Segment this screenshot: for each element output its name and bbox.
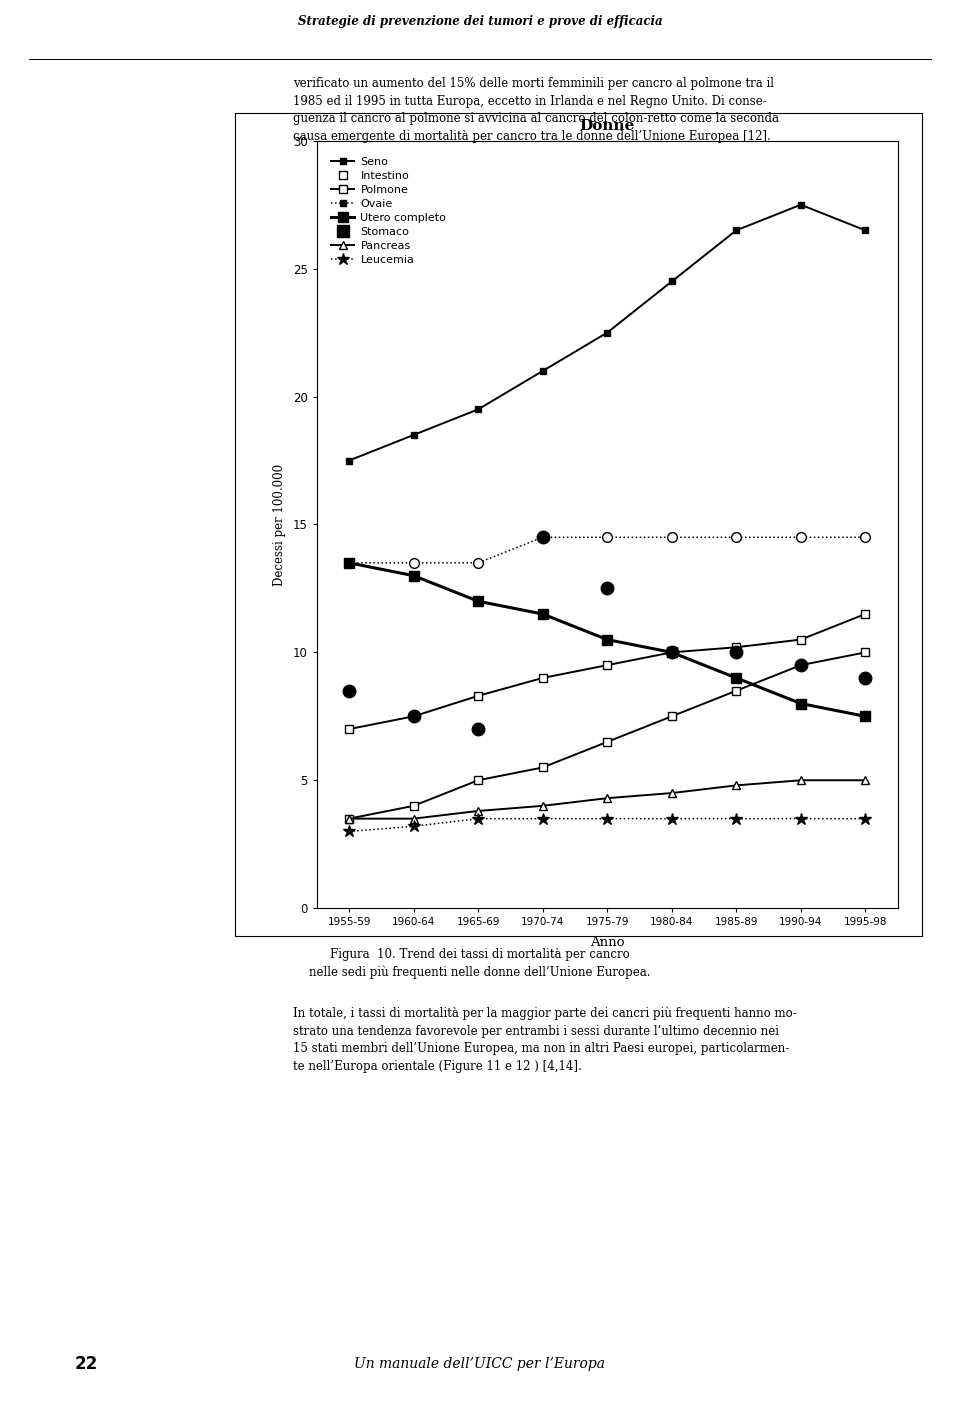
- Legend: Seno, Intestino, Polmone, Ovaie, Utero completo, Stomaco, Pancreas, Leucemia: Seno, Intestino, Polmone, Ovaie, Utero c…: [328, 153, 449, 268]
- Text: In totale, i tassi di mortalità per la maggior parte dei cancri più frequenti ha: In totale, i tassi di mortalità per la m…: [293, 1007, 797, 1073]
- Title: Donne: Donne: [580, 118, 635, 132]
- X-axis label: Anno: Anno: [590, 935, 624, 949]
- Text: Figura  10. Trend dei tassi di mortalità per cancro
nelle sedi più frequenti nel: Figura 10. Trend dei tassi di mortalità …: [309, 948, 651, 980]
- Text: 22: 22: [75, 1356, 98, 1373]
- Text: Un manuale dell’UICC per l’Europa: Un manuale dell’UICC per l’Europa: [354, 1357, 606, 1371]
- Y-axis label: Decessi per 100.000: Decessi per 100.000: [273, 463, 286, 586]
- Text: Strategie di prevenzione dei tumori e prove di efficacia: Strategie di prevenzione dei tumori e pr…: [298, 15, 662, 28]
- Text: verificato un aumento del 15% delle morti femminili per cancro al polmone tra il: verificato un aumento del 15% delle mort…: [293, 77, 779, 144]
